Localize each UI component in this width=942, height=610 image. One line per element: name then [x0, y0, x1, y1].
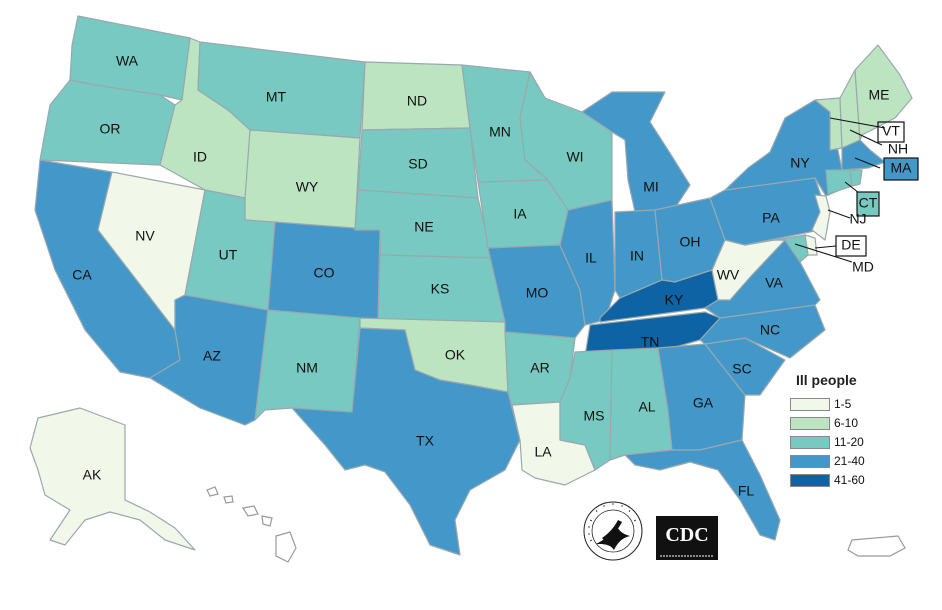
legend-label: 41-60: [834, 473, 865, 487]
hhs-seal-logo: [583, 501, 643, 561]
label-ny: NY: [790, 155, 810, 171]
state-il[interactable]: [559, 199, 616, 326]
legend-title: Ill people: [796, 372, 857, 388]
label-nd: ND: [407, 93, 427, 109]
puerto-rico: [847, 535, 906, 557]
label-md: MD: [852, 259, 874, 275]
cdc-logo: CDC: [656, 516, 718, 560]
label-mo: MO: [526, 285, 549, 301]
state-mi[interactable]: [581, 91, 691, 213]
label-sd: SD: [408, 156, 427, 172]
legend-rows: 1-5 6-10 11-20 21-40 41-60: [790, 396, 910, 488]
state-ct[interactable]: [825, 169, 853, 195]
legend-item: 21-40: [790, 453, 910, 469]
state-tx[interactable]: [291, 327, 521, 556]
label-ut: UT: [219, 247, 238, 263]
label-la: LA: [534, 444, 552, 460]
legend-label: 21-40: [834, 454, 865, 468]
label-tx: TX: [416, 433, 435, 449]
state-ak[interactable]: [29, 407, 196, 551]
label-wv: WV: [717, 267, 740, 283]
label-va: VA: [765, 275, 783, 291]
label-mt: MT: [266, 89, 287, 105]
legend-swatch: [790, 397, 830, 411]
legend-label: 6-10: [834, 416, 859, 430]
svg-text:CDC: CDC: [665, 524, 708, 546]
label-wy: WY: [296, 179, 319, 195]
state-fl[interactable]: [624, 439, 781, 541]
label-wa: WA: [116, 53, 139, 69]
legend-item: 1-5: [790, 396, 910, 412]
state-labels: WA OR CA NV ID MT WY UT AZ CO NM ND SD N…: [72, 53, 912, 499]
label-ks: KS: [431, 281, 450, 297]
state-ri[interactable]: [849, 169, 863, 187]
legend-swatch: [790, 473, 830, 487]
callout-leaders: [794, 117, 886, 263]
label-wi: WI: [566, 149, 583, 165]
label-nm: NM: [296, 360, 318, 376]
label-ak: AK: [83, 467, 102, 483]
label-ok: OK: [445, 347, 466, 363]
label-id: ID: [193, 149, 207, 165]
state-ny[interactable]: [724, 99, 843, 197]
state-md[interactable]: [744, 234, 809, 263]
label-in: IN: [630, 248, 644, 264]
label-ms: MS: [584, 408, 605, 424]
legend-swatch: [790, 435, 830, 449]
callout-boxes: [835, 121, 919, 257]
label-nj: NJ: [849, 211, 866, 227]
label-ca: CA: [72, 267, 92, 283]
legend-item: 6-10: [790, 415, 910, 431]
legend-label: 1-5: [834, 397, 852, 411]
label-ky: KY: [665, 292, 684, 308]
label-il: IL: [585, 250, 597, 266]
label-nh: NH: [888, 141, 908, 157]
label-vt: VT: [882, 123, 900, 139]
label-al: AL: [638, 399, 655, 415]
state-vt[interactable]: [814, 97, 843, 151]
label-mn: MN: [489, 124, 511, 140]
label-az: AZ: [203, 348, 221, 364]
legend: Ill people 1-5 6-10 11-20 21-40 41-60: [790, 372, 910, 491]
legend-item: 11-20: [790, 434, 910, 450]
legend-item: 41-60: [790, 472, 910, 488]
label-ct: CT: [859, 195, 878, 211]
state-me[interactable]: [854, 44, 913, 141]
label-ne: NE: [414, 219, 433, 235]
label-nv: NV: [135, 228, 155, 244]
label-ga: GA: [693, 395, 714, 411]
label-de: DE: [841, 237, 860, 253]
label-co: CO: [314, 265, 335, 281]
legend-label: 11-20: [834, 435, 864, 449]
label-nc: NC: [760, 322, 780, 338]
label-oh: OH: [680, 234, 701, 250]
label-fl: FL: [738, 483, 755, 499]
states-layer: [29, 15, 913, 556]
label-ma: MA: [891, 160, 913, 176]
label-tn: TN: [641, 334, 660, 350]
state-nj[interactable]: [811, 194, 831, 241]
label-or: OR: [100, 121, 121, 137]
label-pa: PA: [762, 210, 780, 226]
label-sc: SC: [732, 361, 751, 377]
label-ia: IA: [513, 206, 527, 222]
hawaii-islands: [206, 486, 297, 563]
state-ma[interactable]: [841, 139, 886, 171]
label-ar: AR: [530, 360, 549, 376]
legend-swatch: [790, 416, 830, 430]
label-mi: MI: [643, 179, 659, 195]
state-ms[interactable]: [559, 349, 613, 471]
label-me: ME: [869, 87, 890, 103]
legend-swatch: [790, 454, 830, 468]
